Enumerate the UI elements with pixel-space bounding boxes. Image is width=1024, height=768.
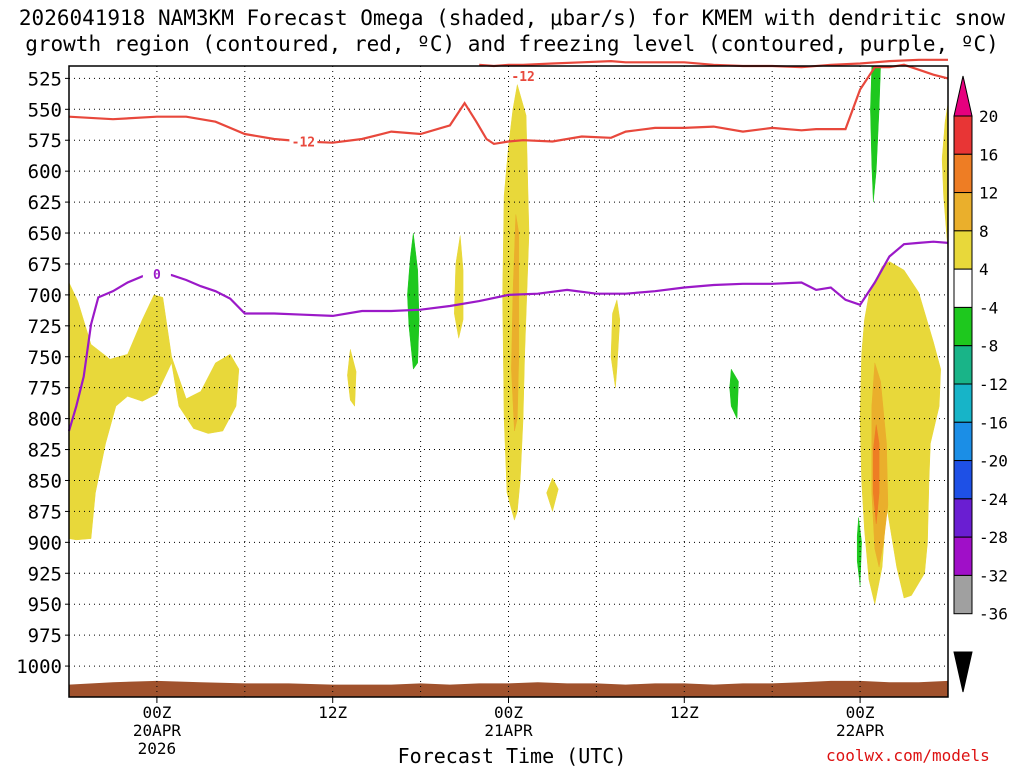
colorbar-label-1: 16: [979, 145, 998, 164]
x-tick-label-42-0: 12Z: [670, 703, 699, 722]
colorbar-label-12: -32: [979, 566, 1008, 585]
omega-region-6: [610, 299, 621, 388]
contour-label-0: -12: [292, 135, 315, 150]
colorbar-label-7: -12: [979, 375, 1008, 394]
y-tick-label-675: 675: [28, 254, 62, 276]
y-tick-label-825: 825: [28, 440, 62, 462]
y-tick-label-775: 775: [28, 378, 62, 400]
ground-area: [69, 680, 948, 697]
x-axis-label: Forecast Time (UTC): [397, 744, 627, 768]
colorbar-swatch-11: [953, 498, 973, 538]
colorbar-swatch-1: [953, 115, 973, 155]
omega-region-12: [870, 65, 881, 203]
y-tick-label-875: 875: [28, 501, 62, 523]
omega-region-14: [856, 517, 862, 586]
y-tick-label-750: 750: [28, 347, 62, 369]
colorbar-label-13: -36: [979, 605, 1008, 624]
y-tick-label-725: 725: [28, 316, 62, 338]
colorbar-swatch-4: [953, 230, 973, 270]
colorbar-label-4: 4: [979, 260, 989, 279]
x-tick-label-6-1: 20APR: [133, 721, 182, 740]
colorbar-swatch-2: [953, 153, 973, 194]
y-tick-label-925: 925: [28, 563, 62, 585]
y-tick-label-575: 575: [28, 130, 62, 152]
colorbar-swatch-8: [953, 383, 973, 423]
contour-label-bg-1: [509, 67, 538, 83]
colorbar-label-0: 20: [979, 107, 998, 126]
x-tick-label-6-2: 2026: [138, 739, 177, 758]
y-tick-label-525: 525: [28, 68, 62, 90]
contour-line-1: [479, 58, 948, 69]
grid-lines: [69, 66, 948, 697]
y-tick-label-700: 700: [28, 285, 62, 307]
chart-title-line2: growth region (contoured, red, ºC) and f…: [25, 32, 999, 56]
colorbar-bottom-arrow: [953, 651, 973, 693]
x-tick-label-54-1: 22APR: [836, 721, 885, 740]
contour-label-1: -12: [511, 70, 534, 85]
y-tick-label-950: 950: [28, 594, 62, 616]
colorbar-label-3: 8: [979, 222, 989, 241]
colorbar-swatch-3: [953, 192, 973, 232]
y-tick-label-625: 625: [28, 192, 62, 214]
y-tick-label-975: 975: [28, 625, 62, 647]
colorbar-swatch-9: [953, 421, 973, 462]
colorbar-label-9: -20: [979, 452, 1008, 471]
omega-region-4: [511, 214, 520, 432]
colorbar-top-arrow: [953, 75, 973, 117]
y-tick-label-1000: 1000: [16, 656, 62, 678]
omega-region-2: [454, 235, 464, 339]
y-tick-label-550: 550: [28, 99, 62, 121]
x-tick-label-18-0: 12Z: [318, 703, 347, 722]
x-tick-label-6-0: 00Z: [142, 703, 171, 722]
y-tick-label-800: 800: [28, 409, 62, 431]
colorbar-swatch-13: [953, 574, 973, 615]
ground-terrain: [69, 680, 948, 697]
x-tick-label-30-1: 21APR: [484, 721, 533, 740]
y-tick-label-600: 600: [28, 161, 62, 183]
omega-region-0: [68, 282, 240, 541]
colorbar-label-5: -4: [979, 298, 998, 317]
omega-shading: [68, 65, 949, 605]
colorbar-label-11: -28: [979, 528, 1008, 547]
contour-line-0: [68, 63, 949, 146]
colorbar-swatch-12: [953, 536, 973, 576]
colorbar-label-8: -16: [979, 413, 1008, 432]
colorbar-swatch-5: [953, 268, 973, 308]
contour-label-2: 0: [153, 268, 161, 283]
colorbar-label-6: -8: [979, 337, 998, 356]
chart-title-line1: 2026041918 NAM3KM Forecast Omega (shaded…: [18, 6, 1006, 30]
omega-region-10: [941, 103, 949, 252]
y-axis-ticks: 525 550 575 600 625 650 675 700 725 750 775 800 825 8…: [16, 68, 69, 678]
colorbar-swatch-6: [953, 306, 973, 347]
colorbar-label-2: 12: [979, 184, 998, 203]
contour-label-bg-0: [289, 133, 318, 149]
colorbar-swatch-10: [953, 460, 973, 500]
omega-region-11: [407, 232, 420, 370]
y-tick-label-650: 650: [28, 223, 62, 245]
x-tick-label-30-0: 00Z: [494, 703, 523, 722]
omega-region-5: [546, 477, 559, 513]
credit-link[interactable]: coolwx.com/models: [826, 746, 990, 765]
x-tick-label-54-0: 00Z: [846, 703, 875, 722]
contour-lines: -12 -12 0: [67, 58, 949, 432]
colorbar-swatch-7: [953, 345, 973, 385]
colorbar-label-10: -24: [979, 490, 1008, 509]
y-tick-label-900: 900: [28, 532, 62, 554]
omega-region-1: [347, 349, 357, 407]
colorbar: 20 16 12 8 4 -4 -8 -12 -16 -20 -24 -28 -32 -36: [953, 75, 1008, 693]
y-tick-label-850: 850: [28, 470, 62, 492]
contour-label-bg-2: [142, 265, 171, 281]
omega-region-13: [729, 368, 739, 419]
